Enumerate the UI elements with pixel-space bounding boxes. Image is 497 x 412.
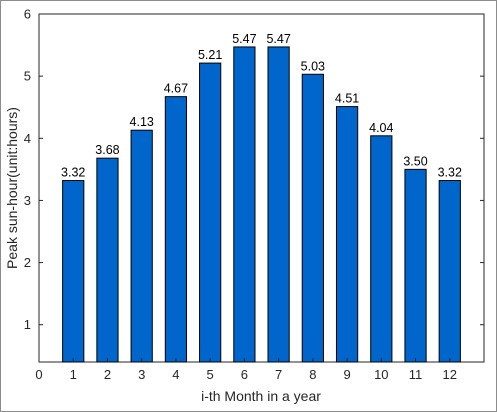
bar-month-8 [301,73,324,363]
data-label-month-4: 4.67 [164,82,188,96]
x-tick-label-6: 6 [241,367,248,382]
data-label-month-3: 4.13 [130,115,154,129]
y-tick-label-4: 4 [24,131,31,146]
x-tick-label-9: 9 [343,367,350,382]
y-tick-label-6: 6 [24,7,31,22]
x-tick-label-11: 11 [409,367,423,382]
data-label-month-2: 3.68 [95,143,119,157]
data-label-month-1: 3.32 [61,166,85,180]
x-tick-label-7: 7 [275,367,282,382]
y-tick-label-2: 2 [24,255,31,270]
data-label-month-12: 3.32 [438,166,462,180]
x-tick-label-0: 0 [35,367,42,382]
bar-month-12 [438,180,461,363]
bar-month-6 [233,46,256,363]
y-tick-label-1: 1 [24,317,31,332]
bar-month-9 [335,106,359,363]
bar-month-3 [130,129,153,363]
bar-month-11 [404,168,427,363]
data-label-month-8: 5.03 [301,59,325,73]
x-tick-label-5: 5 [207,367,214,382]
x-tick-label-2: 2 [104,367,111,382]
data-label-month-5: 5.21 [198,48,222,62]
x-tick-label-10: 10 [374,367,388,382]
bar-month-1 [62,180,85,363]
y-tick-label-3: 3 [24,193,31,208]
data-label-month-6: 5.47 [232,32,256,46]
x-axis-label: i-th Month in a year [201,388,321,404]
x-tick-label-4: 4 [172,367,179,382]
bar-month-10 [370,135,393,363]
x-tick-label-1: 1 [70,367,77,382]
y-axis-label: Peak sun-hour(unit:hours) [4,107,20,269]
x-tick-label-8: 8 [309,367,316,382]
x-tick-label-3: 3 [138,367,145,382]
bar-month-4 [164,96,188,363]
bar-month-7 [267,46,290,363]
y-ticks-group: 1 2 3 4 5 6 [24,7,484,332]
data-label-month-11: 3.50 [403,154,427,168]
x-ticks-group: 0 1 2 3 4 5 6 7 8 9 10 11 12 [35,358,457,382]
data-label-month-10: 4.04 [369,121,393,135]
data-label-month-9: 4.51 [335,92,359,106]
x-tick-label-12: 12 [443,367,457,382]
bar-month-5 [199,62,222,363]
y-tick-label-5: 5 [24,69,31,84]
bar-labels-group: 3.32 3.68 4.13 4.67 5.21 5.47 5.47 5.03 4.51 4.04… [61,32,462,180]
bar-month-2 [96,157,119,363]
bars-group [62,46,461,363]
data-label-month-7: 5.47 [266,32,290,46]
